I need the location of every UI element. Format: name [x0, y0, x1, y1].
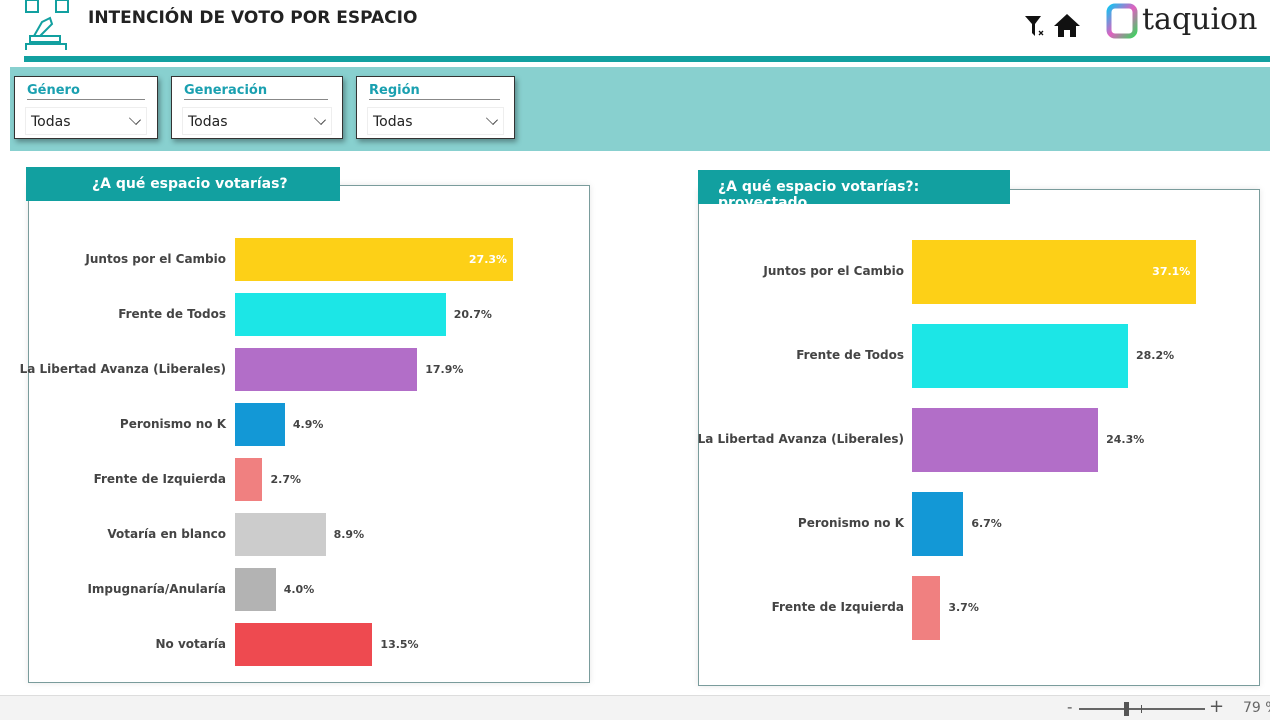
bar[interactable]: [912, 408, 1099, 472]
bar[interactable]: [235, 348, 418, 391]
dropdown-value: Todas: [188, 114, 228, 130]
slicer-region: Región Todas: [356, 76, 515, 139]
chart-title: ¿A qué espacio votarías?: proyectado: [698, 170, 1010, 211]
bar[interactable]: [912, 576, 941, 640]
data-label: 27.3%: [468, 252, 508, 266]
category-label: Juntos por el Cambio: [763, 264, 904, 278]
category-label: Frente de Izquierda: [93, 471, 226, 486]
chart-title: ¿A qué espacio votarías?: [26, 167, 340, 201]
page-title: INTENCIÓN DE VOTO POR ESPACIO: [88, 8, 418, 28]
data-label: 4.9%: [292, 417, 324, 431]
bar[interactable]: [235, 293, 446, 336]
category-label: No votaría: [155, 636, 227, 651]
bar[interactable]: [235, 238, 513, 281]
data-label: 8.9%: [333, 527, 365, 541]
data-label: 4.0%: [283, 582, 315, 596]
status-bar: - + 79 %: [0, 695, 1270, 720]
chevron-down-icon: [128, 112, 142, 126]
data-label: 20.7%: [453, 307, 492, 321]
bar[interactable]: [235, 568, 276, 611]
dropdown-value: Todas: [31, 114, 71, 130]
data-label: 17.9%: [425, 362, 464, 376]
data-label: 37.1%: [1152, 265, 1191, 278]
category-label: Juntos por el Cambio: [85, 251, 226, 266]
zoom-slider-thumb[interactable]: [1124, 702, 1129, 716]
category-label: La Libertad Avanza (Liberales): [19, 361, 226, 376]
chevron-down-icon: [485, 112, 499, 126]
data-label: 6.7%: [971, 517, 1002, 530]
ballot-box-logo-icon: [20, 0, 76, 56]
data-label: 13.5%: [380, 637, 419, 651]
zoom-slider[interactable]: [1079, 702, 1205, 716]
bar[interactable]: [912, 240, 1197, 304]
category-label: Votaría en blanco: [107, 526, 226, 541]
slicer-label: Género: [27, 83, 145, 100]
zoom-slider-tick: [1141, 705, 1142, 713]
category-label: La Libertad Avanza (Liberales): [697, 432, 904, 446]
clear-filters-icon[interactable]: [1024, 14, 1046, 42]
bar[interactable]: [235, 513, 326, 556]
zoom-level: 79 %: [1243, 700, 1270, 716]
bar[interactable]: [235, 623, 373, 666]
slicer-label: Generación: [184, 83, 328, 100]
bar[interactable]: [912, 324, 1128, 388]
slicer-label: Región: [369, 83, 500, 100]
zoom-out-button[interactable]: -: [1067, 698, 1073, 716]
header-divider: [24, 56, 1270, 62]
bar[interactable]: [912, 492, 964, 556]
category-label: Frente de Todos: [796, 348, 904, 362]
data-label: 3.7%: [948, 601, 979, 614]
category-label: Peronismo no K: [797, 516, 904, 530]
dropdown-value: Todas: [373, 114, 413, 130]
chevron-down-icon: [313, 112, 327, 126]
slicer-generacion: Generación Todas: [171, 76, 343, 139]
category-label: Frente de Todos: [118, 306, 226, 321]
data-label: 28.2%: [1136, 349, 1175, 362]
bar[interactable]: [235, 458, 263, 501]
logo-text: taquion: [1142, 1, 1258, 37]
zoom-in-button[interactable]: +: [1209, 696, 1225, 717]
generacion-dropdown[interactable]: Todas: [182, 107, 332, 135]
home-icon[interactable]: [1052, 12, 1082, 42]
region-dropdown[interactable]: Todas: [367, 107, 504, 135]
slicer-genero: Género Todas: [14, 76, 158, 139]
category-label: Peronismo no K: [119, 416, 226, 431]
genero-dropdown[interactable]: Todas: [25, 107, 147, 135]
category-label: Impugnaría/Anularía: [87, 581, 226, 596]
data-label: 24.3%: [1106, 433, 1145, 446]
category-label: Frente de Izquierda: [771, 600, 904, 614]
bar[interactable]: [235, 403, 285, 446]
taquion-logo: taquion: [1106, 1, 1258, 39]
data-label: 2.7%: [270, 472, 301, 486]
